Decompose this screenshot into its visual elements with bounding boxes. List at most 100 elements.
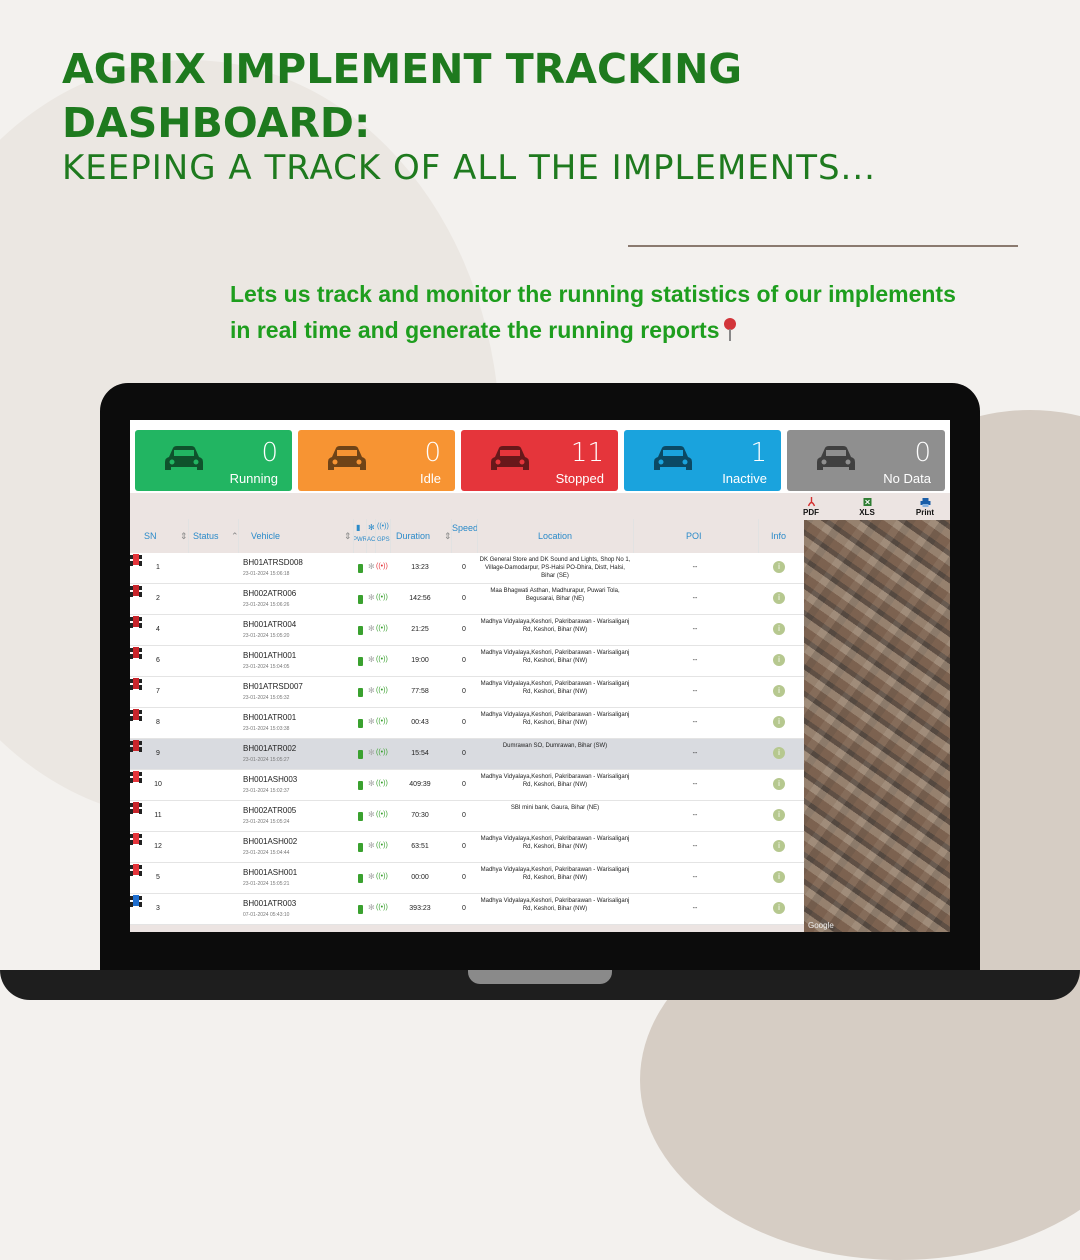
battery-icon [358, 905, 363, 914]
table-row[interactable]: 5 BH001ASH001 23-01-2024 15:05:21 ✻ ((•)) 00:… [130, 863, 804, 894]
status-card-count: 1 [750, 438, 767, 468]
cell-vehicle[interactable]: BH001ATR003 [243, 899, 297, 908]
info-icon[interactable]: i [773, 623, 785, 635]
col-info: Info [771, 531, 787, 541]
cell-vehicle[interactable]: BH001ASH002 [243, 837, 298, 846]
info-icon[interactable]: i [773, 871, 785, 883]
col-vehicle[interactable]: Vehicle [251, 531, 281, 541]
table-row[interactable]: 1 BH01ATRSD008 23-01-2024 15:06:18 ✻ ((•)) 13… [130, 553, 804, 584]
table-row[interactable]: 2 BH002ATR006 23-01-2024 15:06:26 ✻ ((•)) 142… [130, 584, 804, 615]
table-row[interactable]: 12 BH001ASH002 23-01-2024 15:04:44 ✻ ((•)) 63… [130, 832, 804, 863]
gps-signal-icon: ((•)) [376, 656, 388, 663]
ac-icon: ✻ [368, 841, 375, 850]
col-sn[interactable]: SN [144, 531, 157, 541]
cell-sn: 5 [156, 874, 160, 881]
col-gps: GPS [377, 537, 390, 543]
car-icon [491, 446, 529, 470]
status-card-idle[interactable]: 0 Idle [298, 430, 455, 491]
page-subtitle: KEEPING A TRACK OF ALL THE IMPLEMENTS... [62, 148, 876, 188]
tractor-status-icon [130, 864, 142, 876]
info-icon[interactable]: i [773, 840, 785, 852]
info-icon[interactable]: i [773, 685, 785, 697]
cell-poi: -- [692, 626, 698, 633]
cell-location: Madhya Vidyalaya,Keshori, Pakribarawan -… [480, 681, 630, 695]
info-icon[interactable]: i [773, 592, 785, 604]
gps-signal-icon: ((•)) [376, 780, 388, 787]
table-row[interactable]: 4 BH001ATR004 23-01-2024 15:05:20 ✻ ((•)) 21:… [130, 615, 804, 646]
cell-timestamp: 23-01-2024 15:06:26 [243, 602, 290, 608]
cell-vehicle[interactable]: BH001ATR001 [243, 713, 297, 722]
sort-icon[interactable]: ⇕ [444, 531, 452, 541]
battery-icon [358, 626, 363, 635]
cell-vehicle[interactable]: BH01ATRSD008 [243, 558, 303, 567]
cell-timestamp: 23-01-2024 15:04:05 [243, 664, 290, 670]
tractor-status-icon [130, 709, 142, 721]
col-duration[interactable]: Duration [396, 531, 431, 541]
cell-location: SBI mini bank, Gaura, Bihar (NE) [510, 805, 600, 811]
divider [628, 245, 1018, 247]
ac-icon: ✻ [368, 810, 375, 819]
col-speed[interactable]: Speed [452, 523, 479, 533]
cell-speed: 0 [462, 781, 466, 788]
print-label: Print [915, 508, 935, 517]
table-row[interactable]: 10 BH001ASH003 23-01-2024 15:02:37 ✻ ((•)) 40… [130, 770, 804, 801]
battery-icon [358, 843, 363, 852]
cell-vehicle[interactable]: BH001ATH001 [243, 651, 297, 660]
cell-poi: -- [692, 657, 698, 664]
info-icon[interactable]: i [773, 902, 785, 914]
tractor-status-icon [130, 740, 142, 752]
cell-sn: 7 [156, 688, 160, 695]
satellite-map[interactable]: Google [804, 520, 950, 932]
print-button[interactable]: Print [910, 497, 940, 517]
table-row[interactable]: 9 BH001ATR002 23-01-2024 15:05:27 ✻ ((•)) 15:… [130, 739, 804, 770]
table-row[interactable]: 6 BH001ATH001 23-01-2024 15:04:05 ✻ ((•)) 19:… [130, 646, 804, 677]
table-row[interactable]: 11 BH002ATR005 23-01-2024 15:05:24 ✻ ((•)) 70… [130, 801, 804, 832]
table-row[interactable]: 3 BH001ATR003 07-01-2024 05:43:10 ✻ ((•)) 393… [130, 894, 804, 925]
pdf-icon [807, 497, 815, 507]
info-icon[interactable]: i [773, 778, 785, 790]
cell-vehicle[interactable]: BH001ASH001 [243, 868, 298, 877]
col-poi[interactable]: POI [686, 531, 702, 541]
col-location[interactable]: Location [538, 531, 573, 541]
cell-sn: 4 [156, 626, 160, 633]
cell-vehicle[interactable]: BH01ATRSD007 [243, 682, 303, 691]
cell-vehicle[interactable]: BH001ASH003 [243, 775, 298, 784]
info-icon[interactable]: i [773, 561, 785, 573]
table-row[interactable]: 7 BH01ATRSD007 23-01-2024 15:05:32 ✻ ((•)) 77… [130, 677, 804, 708]
sort-icon[interactable]: ⌃ [231, 531, 239, 541]
cell-vehicle[interactable]: BH001ATR004 [243, 620, 297, 629]
sort-icon[interactable]: ⇕ [344, 531, 352, 541]
battery-icon [358, 688, 363, 697]
cell-location: DK General Store and DK Sound and Lights… [479, 557, 631, 579]
info-icon[interactable]: i [773, 809, 785, 821]
table-row[interactable]: 8 BH001ATR001 23-01-2024 15:03:38 ✻ ((•)) 00:… [130, 708, 804, 739]
cell-timestamp: 23-01-2024 15:06:18 [243, 571, 290, 577]
cell-sn: 12 [154, 843, 162, 850]
status-card-running[interactable]: 0 Running [135, 430, 292, 491]
cell-speed: 0 [462, 905, 466, 912]
cell-vehicle[interactable]: BH002ATR006 [243, 589, 297, 598]
info-icon[interactable]: i [773, 654, 785, 666]
cell-vehicle[interactable]: BH002ATR005 [243, 806, 297, 815]
cell-speed: 0 [462, 595, 466, 602]
cell-duration: 13:23 [411, 564, 429, 571]
cell-location: Madhya Vidyalaya,Keshori, Pakribarawan -… [480, 898, 630, 912]
status-card-count: 0 [424, 438, 441, 468]
pdf-export-button[interactable]: PDF [796, 497, 826, 517]
status-card-count: 11 [570, 438, 604, 468]
ac-icon: ✻ [368, 872, 375, 881]
col-status[interactable]: Status [193, 531, 219, 541]
sort-icon[interactable]: ⇕ [180, 531, 188, 541]
ac-icon: ✻ [368, 748, 375, 757]
battery-icon [358, 719, 363, 728]
status-card-stopped[interactable]: 11 Stopped [461, 430, 618, 491]
cell-poi: -- [692, 564, 698, 571]
tractor-status-icon [130, 616, 142, 628]
xls-export-button[interactable]: XLS [852, 497, 882, 517]
info-icon[interactable]: i [773, 716, 785, 728]
info-icon[interactable]: i [773, 747, 785, 759]
status-card-no-data[interactable]: 0 No Data [787, 430, 945, 491]
cell-vehicle[interactable]: BH001ATR002 [243, 744, 297, 753]
status-card-inactive[interactable]: 1 Inactive [624, 430, 781, 491]
cell-timestamp: 23-01-2024 15:03:38 [243, 726, 290, 732]
